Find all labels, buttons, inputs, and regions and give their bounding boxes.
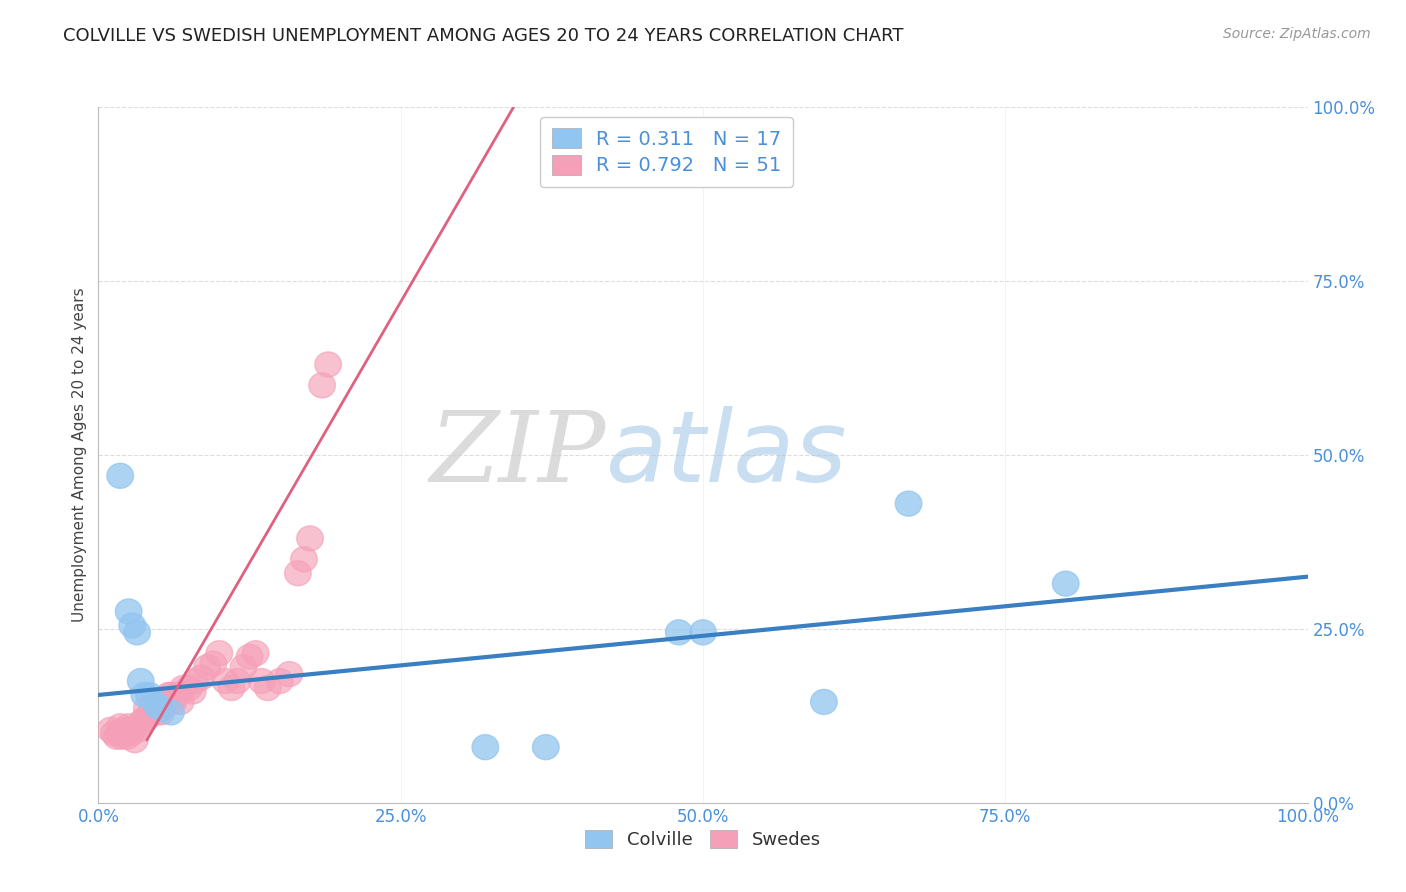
Ellipse shape <box>167 690 194 714</box>
Ellipse shape <box>218 675 245 700</box>
Ellipse shape <box>533 735 560 760</box>
Ellipse shape <box>148 697 174 722</box>
Legend: Colville, Swedes: Colville, Swedes <box>578 822 828 856</box>
Ellipse shape <box>236 644 263 669</box>
Ellipse shape <box>115 599 142 624</box>
Ellipse shape <box>136 703 163 729</box>
Ellipse shape <box>163 682 190 707</box>
Ellipse shape <box>212 668 239 694</box>
Ellipse shape <box>124 620 150 645</box>
Ellipse shape <box>291 547 318 572</box>
Ellipse shape <box>120 717 146 742</box>
Ellipse shape <box>170 675 197 700</box>
Ellipse shape <box>103 724 129 749</box>
Ellipse shape <box>128 668 155 694</box>
Ellipse shape <box>242 640 269 665</box>
Ellipse shape <box>152 690 179 714</box>
Ellipse shape <box>665 620 692 645</box>
Ellipse shape <box>207 640 232 665</box>
Ellipse shape <box>157 700 184 725</box>
Ellipse shape <box>148 700 174 725</box>
Ellipse shape <box>110 721 136 746</box>
Ellipse shape <box>200 651 226 676</box>
Text: Source: ZipAtlas.com: Source: ZipAtlas.com <box>1223 27 1371 41</box>
Ellipse shape <box>690 620 716 645</box>
Ellipse shape <box>101 721 128 746</box>
Ellipse shape <box>146 693 172 718</box>
Ellipse shape <box>111 717 138 742</box>
Ellipse shape <box>139 693 166 718</box>
Ellipse shape <box>120 613 146 638</box>
Ellipse shape <box>107 714 134 739</box>
Ellipse shape <box>131 706 157 731</box>
Ellipse shape <box>181 668 208 694</box>
Ellipse shape <box>811 690 837 714</box>
Ellipse shape <box>309 373 336 398</box>
Text: ZIP: ZIP <box>430 408 606 502</box>
Ellipse shape <box>134 697 160 722</box>
Ellipse shape <box>128 710 155 735</box>
Ellipse shape <box>155 682 181 707</box>
Text: COLVILLE VS SWEDISH UNEMPLOYMENT AMONG AGES 20 TO 24 YEARS CORRELATION CHART: COLVILLE VS SWEDISH UNEMPLOYMENT AMONG A… <box>63 27 904 45</box>
Ellipse shape <box>188 665 215 690</box>
Ellipse shape <box>254 675 281 700</box>
Ellipse shape <box>472 735 499 760</box>
Ellipse shape <box>1053 571 1078 596</box>
Ellipse shape <box>131 682 157 707</box>
Ellipse shape <box>136 682 163 707</box>
Ellipse shape <box>115 714 142 739</box>
Ellipse shape <box>114 724 141 749</box>
Ellipse shape <box>105 721 132 746</box>
Ellipse shape <box>108 724 135 749</box>
Ellipse shape <box>249 668 276 694</box>
Ellipse shape <box>315 352 342 377</box>
Ellipse shape <box>118 721 145 746</box>
Ellipse shape <box>157 682 184 707</box>
Ellipse shape <box>176 675 202 700</box>
Ellipse shape <box>97 717 124 742</box>
Ellipse shape <box>224 668 250 694</box>
Y-axis label: Unemployment Among Ages 20 to 24 years: Unemployment Among Ages 20 to 24 years <box>72 287 87 623</box>
Ellipse shape <box>180 679 207 704</box>
Ellipse shape <box>276 662 302 687</box>
Ellipse shape <box>143 700 170 725</box>
Ellipse shape <box>124 717 150 742</box>
Ellipse shape <box>160 690 187 714</box>
Ellipse shape <box>143 693 170 718</box>
Ellipse shape <box>267 668 292 694</box>
Text: atlas: atlas <box>606 407 848 503</box>
Ellipse shape <box>107 463 134 488</box>
Ellipse shape <box>194 655 221 680</box>
Ellipse shape <box>297 526 323 551</box>
Ellipse shape <box>121 728 148 753</box>
Ellipse shape <box>896 491 922 516</box>
Ellipse shape <box>284 561 311 586</box>
Ellipse shape <box>231 655 257 680</box>
